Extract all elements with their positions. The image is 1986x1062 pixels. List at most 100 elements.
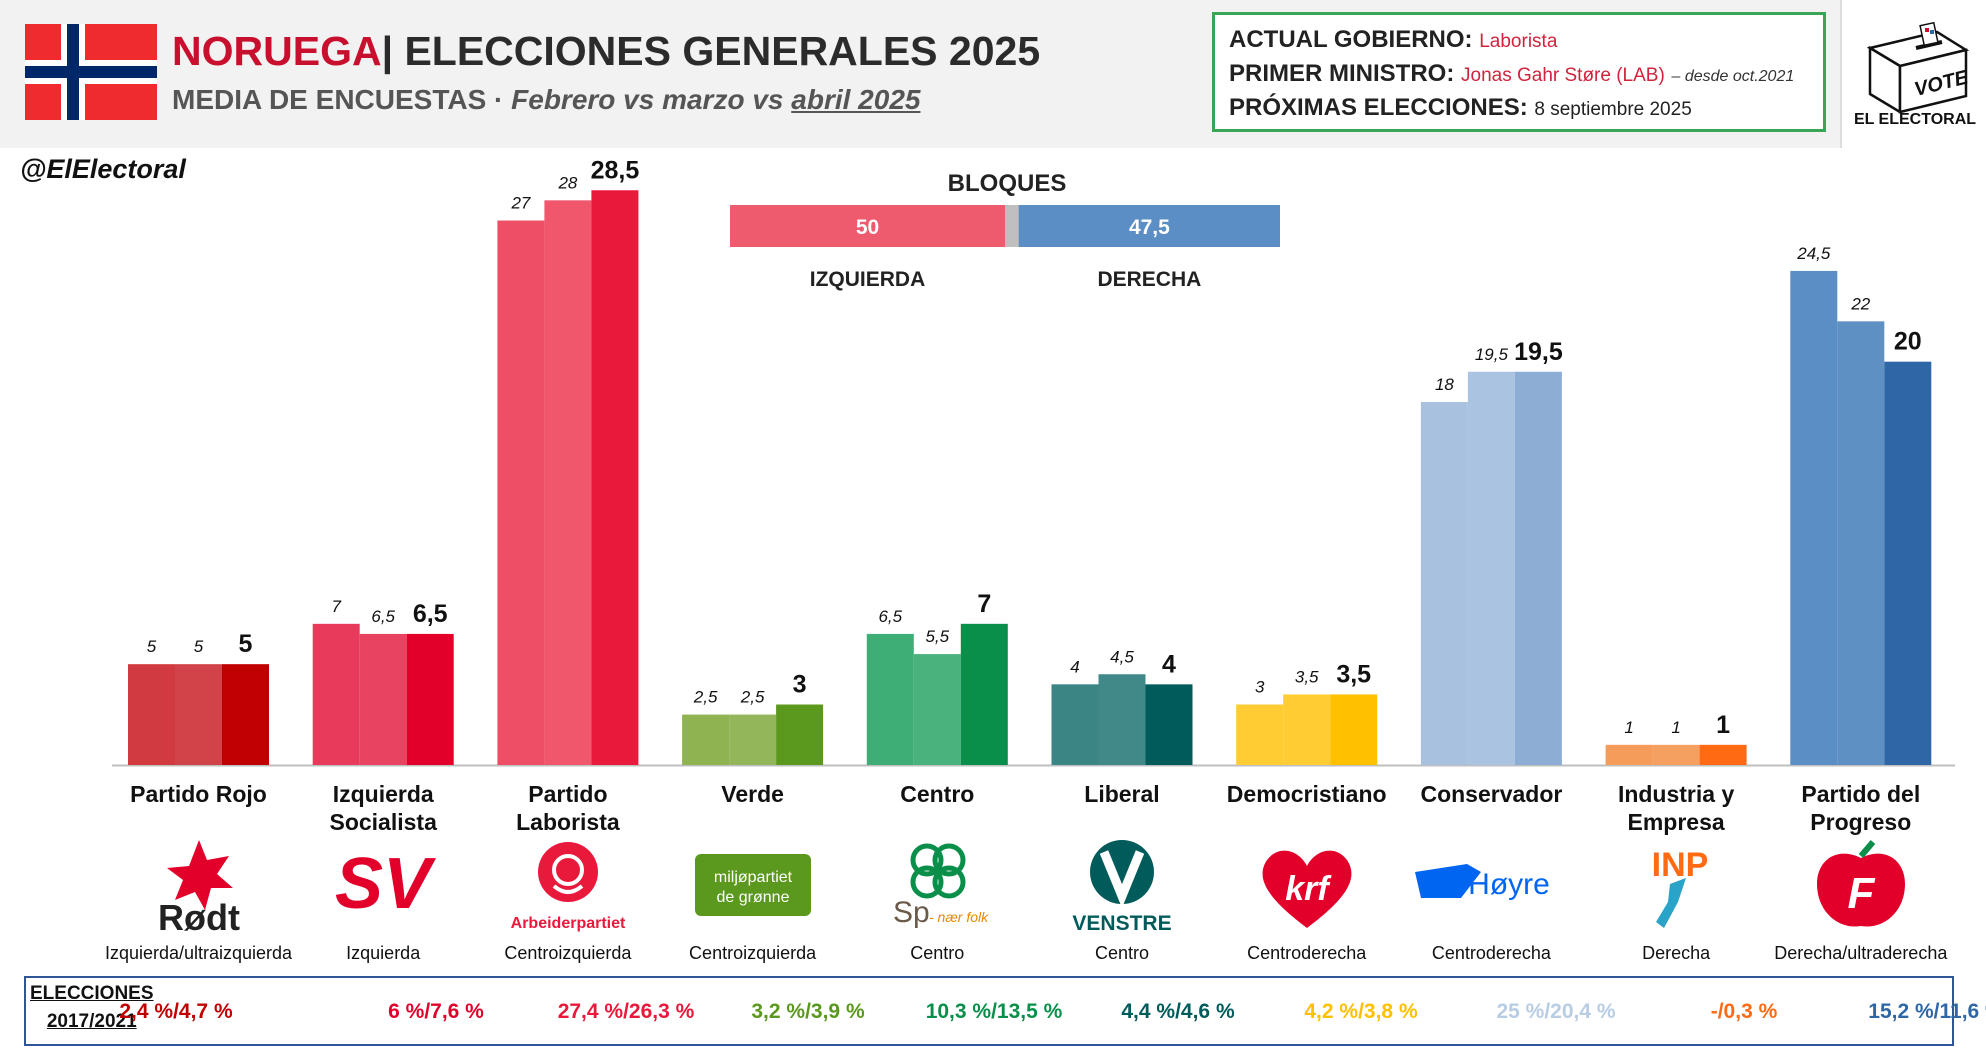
previous-result-3: 3,2 %/3,9 %: [751, 1000, 865, 1023]
bar-2-1: [544, 200, 592, 766]
poll-bar-chart: 5 5 5 7 6,5 6,5 27 28 28,5 2,5 2,5 3 6,5 5,5 7 4 4,5 4 3 3,…: [112, 156, 1955, 767]
venstre-logo: VENSTRE: [1062, 838, 1182, 935]
previous-result-1: 6 %/7,6 %: [388, 1000, 484, 1023]
party-name-9: Partido del Progreso: [1801, 781, 1921, 835]
pm-label: PRIMER MINISTRO:: [1229, 60, 1455, 87]
el-electoral-logo: VOTE EL ELECTORAL: [1840, 0, 1986, 148]
blocks-right-bar: [1018, 205, 1280, 247]
value-label-9-1: 22: [1850, 294, 1870, 313]
logo-text-line2: de grønne: [716, 889, 789, 906]
bar-3-0: [682, 714, 730, 765]
value-label-1-1: 6,5: [371, 607, 395, 626]
norway-flag-icon: [25, 24, 157, 120]
page-subtitle: MEDIA DE ENCUESTAS · Febrero vs marzo vs…: [172, 84, 920, 116]
previous-result-5: 4,4 %/4,6 %: [1121, 1000, 1235, 1023]
logo-text-line1: miljøpartiet: [713, 869, 792, 886]
info-box: ACTUAL GOBIERNO: Laborista PRIMER MINIST…: [1212, 12, 1826, 132]
blocks-left-value: 50: [856, 216, 879, 239]
previous-elections-box: ELECCIONES 2017/2021 2,4 %/4,7 % 6 %/7,6 %…: [24, 976, 1986, 1046]
logo-text: INP: [1652, 846, 1709, 884]
logo-text: Arbeiderpartiet: [511, 915, 626, 932]
value-label-8-1: 1: [1671, 718, 1680, 737]
logo-text: krf: [1285, 870, 1332, 908]
ideology-6: Centroderecha: [1247, 943, 1367, 963]
ballot-box-icon: VOTE EL ELECTORAL: [1854, 21, 1976, 128]
ideology-5: Centro: [1094, 943, 1150, 963]
next-election-value: 8 septiembre 2025: [1534, 99, 1692, 120]
bar-8-0: [1605, 744, 1653, 765]
page-title: NORUEGA| ELECCIONES GENERALES 2025: [172, 28, 1040, 75]
bar-7-0: [1420, 402, 1468, 765]
bar-6-2: [1330, 694, 1378, 765]
bar-1-2: [406, 633, 454, 765]
mdg-logo: miljøpartiet de grønne: [693, 838, 813, 934]
logo-text: Høyre: [1469, 868, 1551, 901]
bar-8-1: [1652, 744, 1700, 765]
bar-0-0: [128, 664, 175, 765]
bar-4-2: [960, 623, 1008, 765]
blocks-left-bar: [730, 205, 1005, 247]
party-name-3: Verde: [721, 781, 784, 807]
bar-7-2: [1514, 371, 1562, 765]
previous-result-9: 15,2 %/11,6 %: [1868, 1000, 1986, 1023]
subtitle-periods-text: Febrero vs marzo vs: [511, 84, 792, 115]
bar-0-2: [222, 664, 269, 765]
party-name-0: Partido Rojo: [130, 781, 267, 807]
bar-9-1: [1837, 321, 1885, 765]
rose-logo: Arbeiderpartiet: [508, 838, 628, 934]
ideology-2: Centroizquierda: [504, 943, 632, 963]
previous-result-7: 25 %/20,4 %: [1496, 1000, 1616, 1023]
logo-text: SV: [335, 844, 437, 924]
previous-result-6: 4,2 %/3,8 %: [1304, 1000, 1418, 1023]
value-label-9-2: 20: [1894, 328, 1922, 356]
inp-logo: INP: [1616, 838, 1736, 934]
value-label-4-2: 7: [977, 590, 991, 618]
value-label-0-2: 5: [239, 630, 253, 658]
value-label-3-1: 2,5: [740, 688, 765, 707]
value-label-6-2: 3,5: [1336, 660, 1371, 688]
value-label-7-0: 18: [1435, 375, 1454, 394]
pm-note: – desde oct.2021: [1671, 68, 1795, 85]
bar-2-0: [497, 220, 545, 765]
bar-9-0: [1790, 270, 1838, 765]
ideology-9: Derecha/ultraderecha: [1774, 943, 1948, 963]
value-label-5-0: 4: [1070, 657, 1079, 676]
logo-text: VENSTRE: [1072, 912, 1171, 934]
party-name-1: Izquierda Socialista: [329, 781, 437, 835]
subtitle-prefix: MEDIA DE ENCUESTAS: [172, 84, 487, 115]
previous-result-8: -/0,3 %: [1710, 1000, 1778, 1023]
pm-line: PRIMER MINISTRO: Jonas Gahr Støre (LAB) …: [1229, 57, 1809, 91]
clover-logo: Sp - nær folk: [877, 838, 997, 934]
sv-logo: SV: [323, 838, 443, 934]
value-label-4-1: 5,5: [925, 627, 949, 646]
bar-9-2: [1884, 361, 1932, 765]
twitter-handle: @ElElectoral: [20, 154, 186, 184]
previous-result-4: 10,3 %/13,5 %: [925, 1000, 1063, 1023]
value-label-3-2: 3: [793, 671, 807, 699]
bar-5-0: [1051, 684, 1099, 765]
ideology-8: Derecha: [1642, 943, 1711, 963]
bar-0-1: [175, 664, 222, 765]
blocks-title: BLOQUES: [948, 170, 1067, 197]
elections-label-line2: 2017/2021: [46, 1011, 137, 1032]
previous-elections-label: ELECCIONES 2017/2021: [30, 980, 154, 1036]
value-label-0-0: 5: [147, 637, 157, 656]
value-label-6-0: 3: [1255, 678, 1265, 697]
blocks-left-label: IZQUIERDA: [810, 268, 926, 291]
value-label-5-1: 4,5: [1110, 647, 1134, 666]
gov-line: ACTUAL GOBIERNO: Laborista: [1229, 23, 1809, 57]
ideology-3: Centroizquierda: [689, 943, 817, 963]
value-label-9-0: 24,5: [1796, 244, 1831, 263]
party-name-8: Industria y Empresa: [1617, 781, 1735, 835]
value-label-8-2: 1: [1716, 711, 1730, 739]
title-rest: | ELECCIONES GENERALES 2025: [381, 28, 1041, 74]
value-label-1-2: 6,5: [413, 600, 448, 628]
hoyre-logo: Høyre: [1411, 838, 1571, 934]
frp-apple-logo: F: [1801, 838, 1921, 934]
subtitle-periods: Febrero vs marzo vs abril 2025: [511, 84, 920, 115]
value-label-7-1: 19,5: [1475, 345, 1509, 364]
bar-6-1: [1283, 694, 1331, 765]
party-name-7: Conservador: [1420, 781, 1563, 807]
value-label-7-2: 19,5: [1514, 338, 1563, 366]
bar-7-1: [1467, 371, 1515, 765]
